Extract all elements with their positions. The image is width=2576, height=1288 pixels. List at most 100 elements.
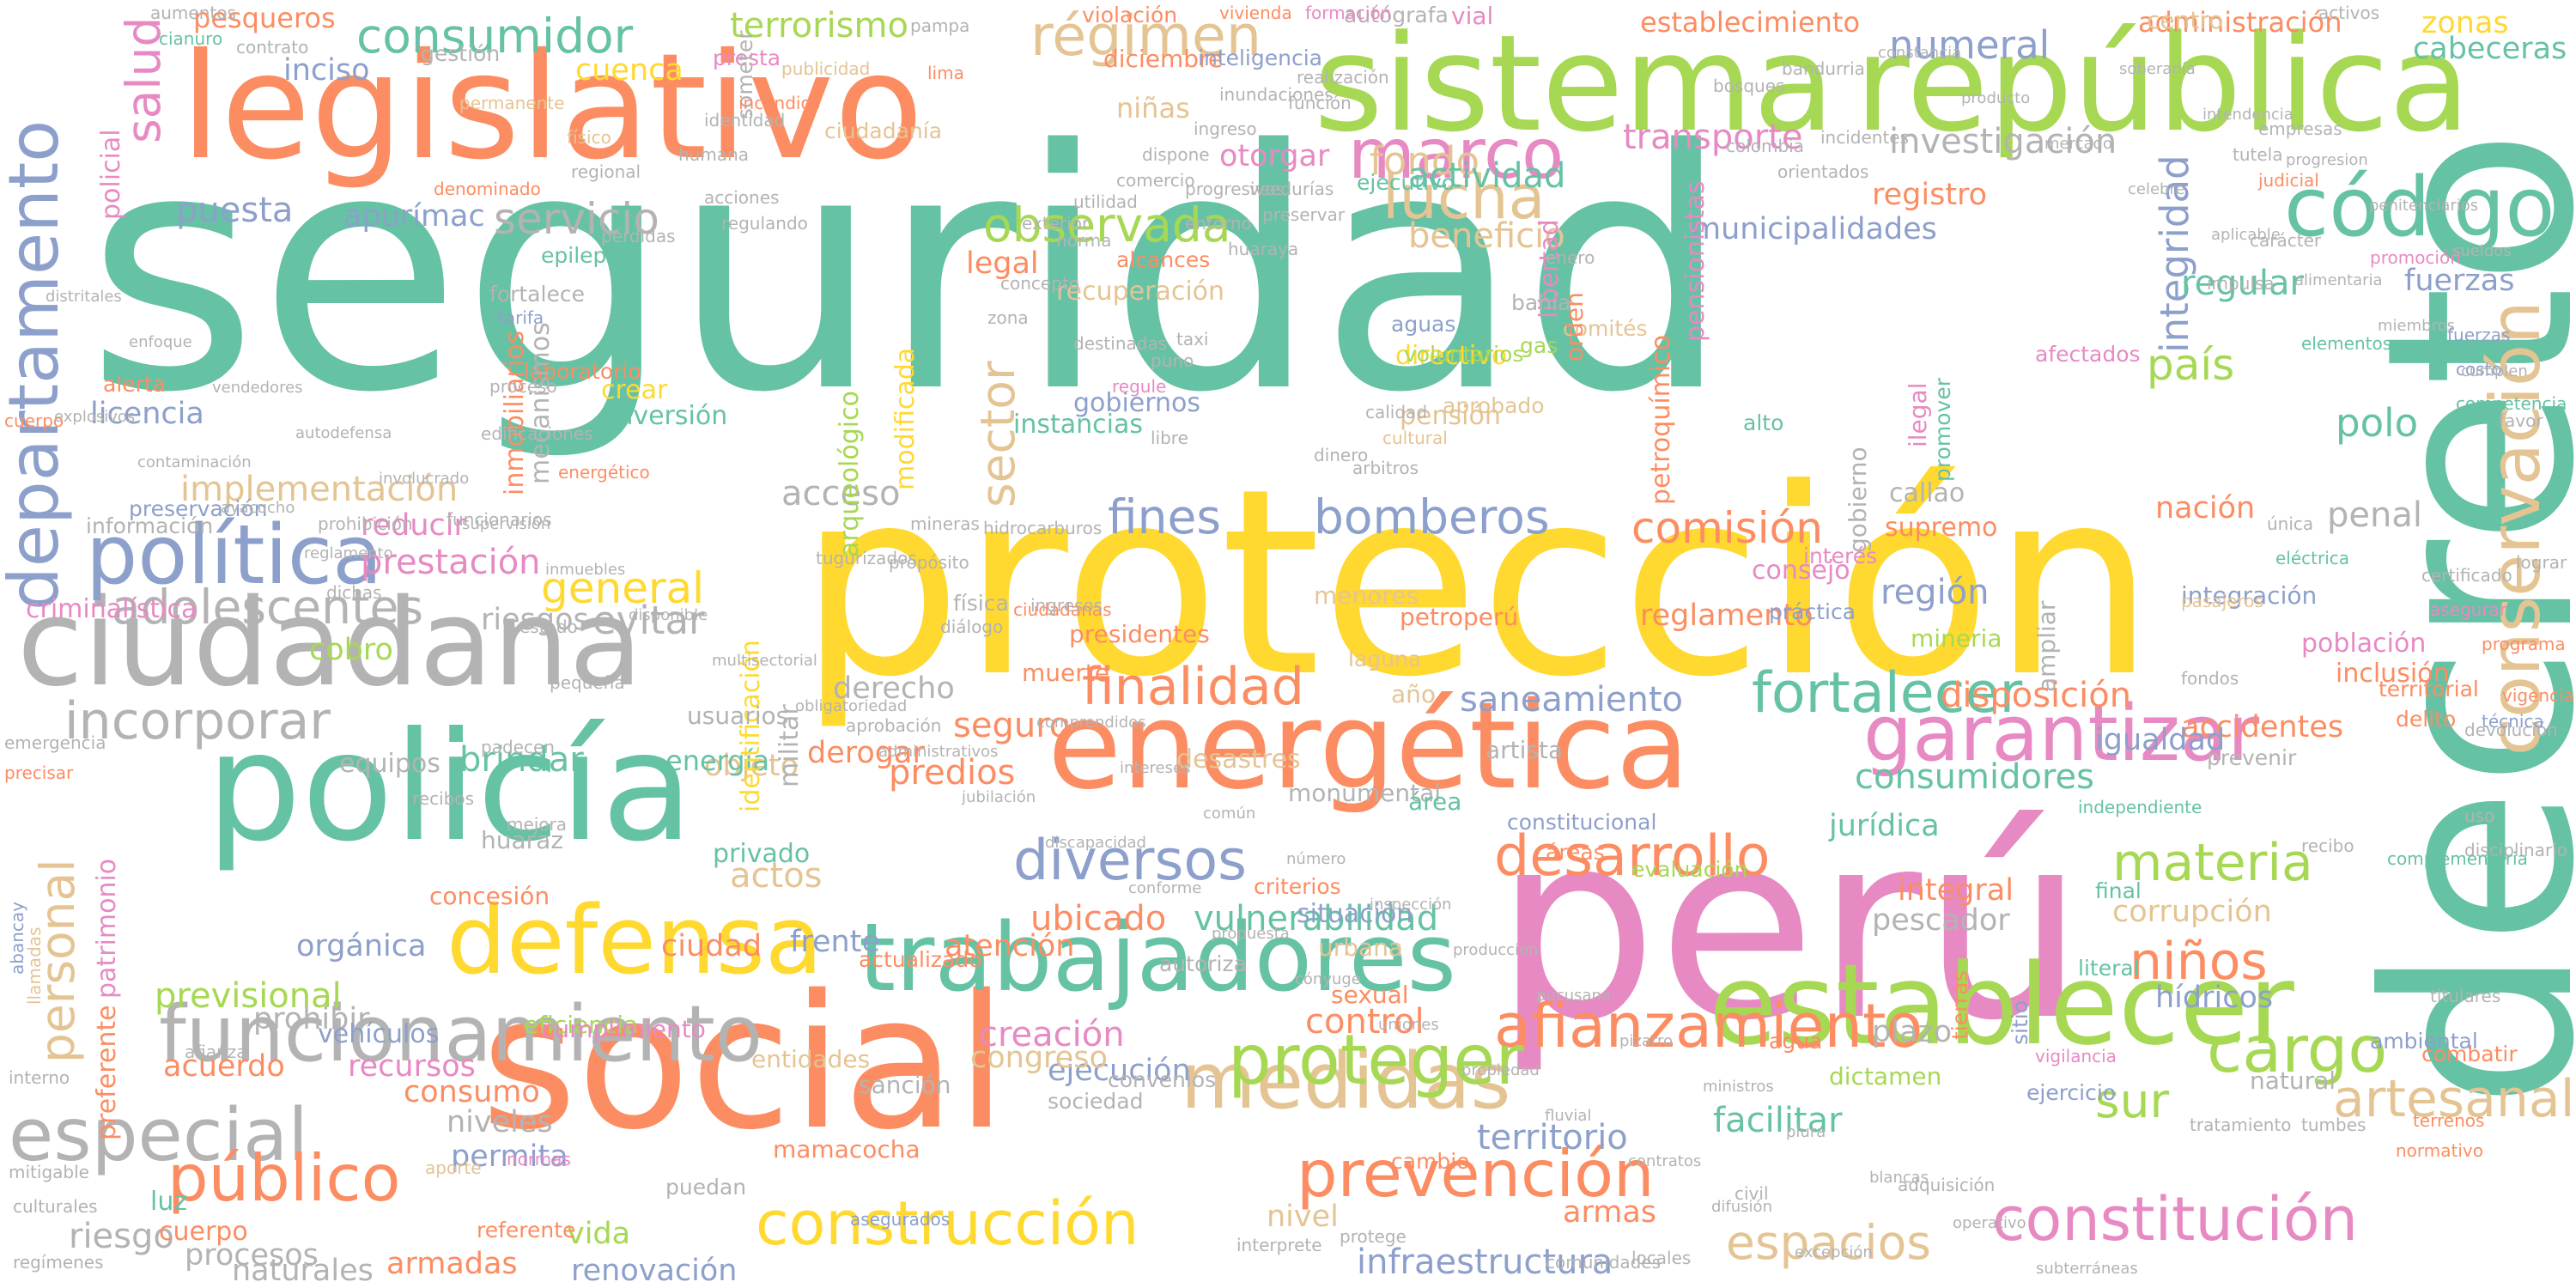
cloud-word: locales: [1631, 1248, 1692, 1268]
cloud-word: conforme: [1128, 879, 1202, 897]
cloud-word: tutela: [2233, 144, 2283, 165]
cloud-word: energético: [558, 462, 650, 483]
cloud-word: luz: [150, 1187, 188, 1217]
cloud-word: penitenciarios: [2369, 197, 2479, 215]
cloud-word: producción: [1453, 941, 1539, 959]
cloud-word: finalidad: [1082, 657, 1304, 717]
cloud-word: policial: [96, 129, 126, 220]
cloud-word: investigación: [1889, 122, 2117, 161]
cloud-word: cónyuge: [1295, 970, 1361, 988]
cloud-word: régimen: [1030, 4, 1262, 69]
cloud-word: tierras: [1947, 970, 1972, 1040]
cloud-word: alerta: [103, 372, 167, 397]
cloud-word: alimentaria: [2294, 271, 2383, 289]
cloud-word: previsional: [155, 976, 342, 1016]
cloud-word: afectados: [2035, 342, 2141, 367]
cloud-word: nivel: [1267, 1200, 1339, 1234]
cloud-word: promover: [1930, 378, 1955, 482]
cloud-word: preferente: [92, 1005, 122, 1140]
cloud-word: diálogo: [940, 617, 1004, 637]
cloud-word: lograr: [2516, 552, 2567, 573]
cloud-word: constitución: [1992, 1184, 2358, 1255]
cloud-word: pizarro: [1619, 1032, 1674, 1050]
cloud-word: inmuebles: [545, 561, 626, 579]
cloud-word: reglamento: [1640, 598, 1814, 633]
cloud-word: sanción: [859, 1071, 951, 1099]
cloud-word: legal: [966, 246, 1039, 281]
cloud-word: violación: [1082, 3, 1178, 27]
cloud-word: pasajeros: [2181, 591, 2263, 611]
cloud-word: inteligencia: [1198, 46, 1322, 70]
cloud-word: involucrado: [379, 470, 470, 488]
cloud-word: objeto: [704, 749, 799, 783]
cloud-word: dictamen: [1829, 1062, 1942, 1091]
cloud-word: empresas: [2258, 118, 2342, 139]
cloud-word: pensión: [1400, 401, 1501, 431]
cloud-word: vida: [567, 1217, 631, 1251]
cloud-word: final: [2095, 878, 2142, 903]
cloud-word: polo: [2336, 400, 2419, 446]
cloud-word: cobro: [309, 633, 393, 667]
cloud-word: obligatoriedad: [795, 697, 908, 715]
cloud-word: difusión: [1711, 1198, 1772, 1216]
cloud-word: común: [1203, 805, 1256, 823]
cloud-word: dichas: [326, 582, 382, 603]
cloud-word: transporte: [1623, 118, 1803, 157]
cloud-word: ciudadanas: [1013, 599, 1112, 620]
cloud-word: interno: [9, 1067, 70, 1088]
cloud-word: energética: [1048, 677, 1690, 817]
cloud-word: bomberos: [1314, 489, 1550, 544]
cloud-word: monumental: [1288, 779, 1442, 807]
cloud-word: sueldos: [2452, 242, 2512, 260]
cloud-word: disciplinario: [2464, 840, 2567, 860]
cloud-word: laguna: [1348, 647, 1422, 671]
cloud-word: disposición: [1941, 676, 2132, 715]
cloud-word: país: [2147, 340, 2235, 390]
cloud-word: subterráneas: [2036, 1260, 2138, 1278]
cloud-word: ilegal: [1904, 382, 1932, 448]
cloud-word: utilidad: [1073, 191, 1138, 212]
cloud-word: favor: [2499, 410, 2543, 431]
cloud-word: autodefensa: [295, 424, 392, 442]
cloud-word: cuenca: [575, 53, 683, 88]
cloud-word: concepto: [1000, 273, 1079, 294]
cloud-word: control: [1305, 1002, 1425, 1042]
cloud-word: contaminación: [137, 453, 252, 471]
cloud-word: publicidad: [781, 58, 871, 79]
cloud-word: acuerdo: [163, 1049, 285, 1084]
cloud-word: criminalística: [26, 594, 197, 624]
cloud-word: jubilación: [962, 788, 1036, 806]
cloud-word: certificado: [2421, 565, 2512, 586]
cloud-word: callao: [1889, 478, 1965, 508]
cloud-word: consumidor: [356, 9, 634, 64]
cloud-word: artista: [1485, 736, 1564, 764]
cloud-word: laboratorio: [524, 359, 641, 384]
cloud-word: intereses: [1120, 759, 1191, 777]
cloud-word: orgánica: [296, 929, 427, 963]
cloud-word: civil: [1735, 1183, 1769, 1204]
cloud-word: miembros: [2378, 317, 2455, 335]
cloud-word: función: [1288, 93, 1352, 113]
cloud-word: interés: [1803, 544, 1878, 568]
cloud-word: reglamento: [304, 544, 393, 562]
cloud-word: dispone: [1142, 144, 1210, 165]
cloud-word: inciso: [283, 53, 370, 88]
cloud-word: libre: [1151, 428, 1188, 448]
cloud-word: autoriza: [1159, 951, 1247, 976]
cloud-word: espacios: [1726, 1215, 1931, 1270]
cloud-word: natural: [2250, 1066, 2336, 1095]
cloud-word: entidades: [751, 1045, 871, 1073]
cloud-word: combatir: [2421, 1042, 2518, 1066]
cloud-word: mitigable: [9, 1162, 89, 1182]
cloud-word: instancias: [1013, 410, 1143, 440]
cloud-word: otorgar: [1219, 139, 1330, 173]
cloud-word: plazo: [1872, 1015, 1953, 1049]
cloud-word: lima: [927, 63, 964, 83]
cloud-word: ciudad: [661, 929, 762, 963]
cloud-word: sexual: [1331, 981, 1409, 1009]
cloud-word: físico: [567, 127, 611, 148]
cloud-word: fuerzas: [2404, 264, 2515, 298]
cloud-word: celebre: [2128, 180, 2185, 198]
cloud-word: privado: [713, 839, 811, 869]
cloud-word: taxi: [1176, 329, 1209, 349]
